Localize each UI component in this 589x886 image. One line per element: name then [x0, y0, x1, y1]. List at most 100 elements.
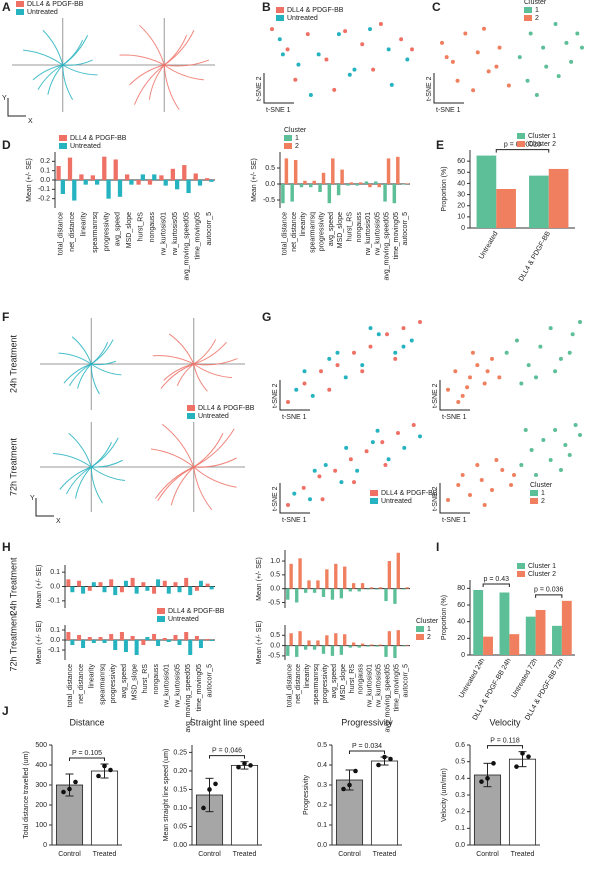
point: [376, 332, 381, 337]
bar: [95, 180, 100, 185]
trajectory: [62, 64, 74, 100]
trajectory: [59, 466, 92, 490]
bar: [509, 634, 520, 655]
trajectory: [62, 59, 93, 66]
bar: [298, 558, 302, 589]
bar: [405, 587, 409, 589]
bar: [396, 630, 400, 646]
data-point: [96, 773, 101, 779]
annotation: P = 0.105: [72, 750, 102, 757]
point: [575, 31, 580, 36]
legend-label: DLL4 & PDGF-BB: [287, 7, 344, 14]
point: [301, 485, 306, 490]
row-label: 24h Treatment: [8, 334, 18, 393]
point: [541, 438, 546, 442]
point: [475, 463, 480, 467]
bracket: [487, 745, 523, 749]
bar: [402, 645, 406, 647]
point: [308, 497, 312, 502]
bar: [117, 180, 123, 197]
y-tick-label: 20: [457, 203, 465, 210]
point: [453, 369, 458, 374]
bar: [147, 180, 153, 185]
y-tick-label: 10: [457, 214, 465, 221]
y-axis-label: Mean (+/- SE): [256, 557, 263, 601]
bar: [106, 180, 111, 199]
legend-label: 1: [427, 626, 431, 633]
bar: [355, 184, 359, 186]
legend-swatch: [530, 498, 538, 504]
point: [465, 385, 470, 390]
bar: [366, 645, 370, 647]
bar: [90, 175, 95, 180]
y-axis-label: Mean (+/- SE): [26, 158, 33, 202]
bar: [290, 184, 294, 202]
trajectory: [193, 358, 238, 366]
bar: [366, 588, 370, 590]
trajectory: [68, 363, 92, 387]
panel-label: E: [436, 138, 444, 152]
bar: [321, 588, 326, 597]
bar: [293, 160, 298, 184]
x-tick-label: rw_kurtosis01: [365, 212, 372, 255]
x-tick-label: spearmanrsq: [92, 212, 99, 253]
point: [570, 332, 575, 337]
point: [375, 428, 380, 433]
point: [446, 387, 450, 392]
x-tick-label: Treated: [373, 851, 397, 858]
point: [327, 387, 332, 392]
y-tick-label: 0.0: [50, 637, 60, 644]
legend-swatch: [59, 143, 67, 149]
y-tick-label: 0.5: [317, 742, 327, 749]
point: [558, 468, 563, 472]
x-tick-label: avg_speed: [121, 664, 128, 698]
bar: [125, 174, 130, 180]
bar: [375, 588, 379, 590]
point: [494, 458, 499, 462]
trajectory: [47, 64, 64, 95]
y-tick-label: -0.5: [268, 599, 280, 606]
legend-swatch: [284, 143, 292, 149]
bar: [303, 180, 307, 184]
y-axis-label: t-SNE 2: [426, 76, 433, 101]
x-tick-label: total_distance: [281, 212, 288, 255]
point: [455, 78, 460, 83]
x-tick-label: Untreated: [478, 230, 499, 260]
bar: [162, 580, 167, 587]
bar: [102, 640, 107, 643]
y-axis-label: t-SNE 2: [272, 383, 279, 408]
point: [286, 400, 290, 404]
x-tick-label: rw_kurtosis01: [164, 664, 171, 707]
point: [525, 78, 530, 83]
point: [569, 59, 574, 64]
point: [348, 457, 353, 462]
point: [319, 369, 323, 374]
y-tick-label: 0.20: [173, 768, 187, 775]
point: [468, 493, 472, 497]
trajectory: [91, 459, 123, 468]
point: [548, 458, 553, 462]
bar: [299, 184, 304, 188]
bar: [339, 588, 344, 599]
legend-label: DLL4 & PDGF-BB: [168, 608, 225, 615]
x-tick-label: Control: [476, 851, 499, 858]
point: [386, 47, 391, 52]
x-tick-label: total_distance: [286, 664, 293, 707]
point: [490, 356, 494, 361]
bar: [145, 586, 150, 591]
x-axis-label: X: [56, 518, 61, 525]
bar: [393, 645, 397, 658]
x-tick-label: linearity: [304, 664, 311, 689]
legend-swatch: [530, 490, 538, 496]
point: [482, 381, 487, 386]
trajectory: [160, 363, 194, 389]
trajectory: [193, 363, 208, 392]
data-point: [491, 761, 496, 766]
point: [401, 344, 406, 349]
legend-swatch: [416, 626, 424, 632]
bar: [209, 180, 214, 182]
bar: [364, 181, 369, 184]
bar: [396, 552, 400, 589]
chart-title: Straight line speed: [190, 717, 265, 727]
trajectory: [90, 363, 122, 376]
